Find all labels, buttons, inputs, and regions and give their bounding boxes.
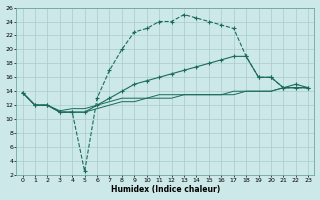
X-axis label: Humidex (Indice chaleur): Humidex (Indice chaleur)	[111, 185, 220, 194]
